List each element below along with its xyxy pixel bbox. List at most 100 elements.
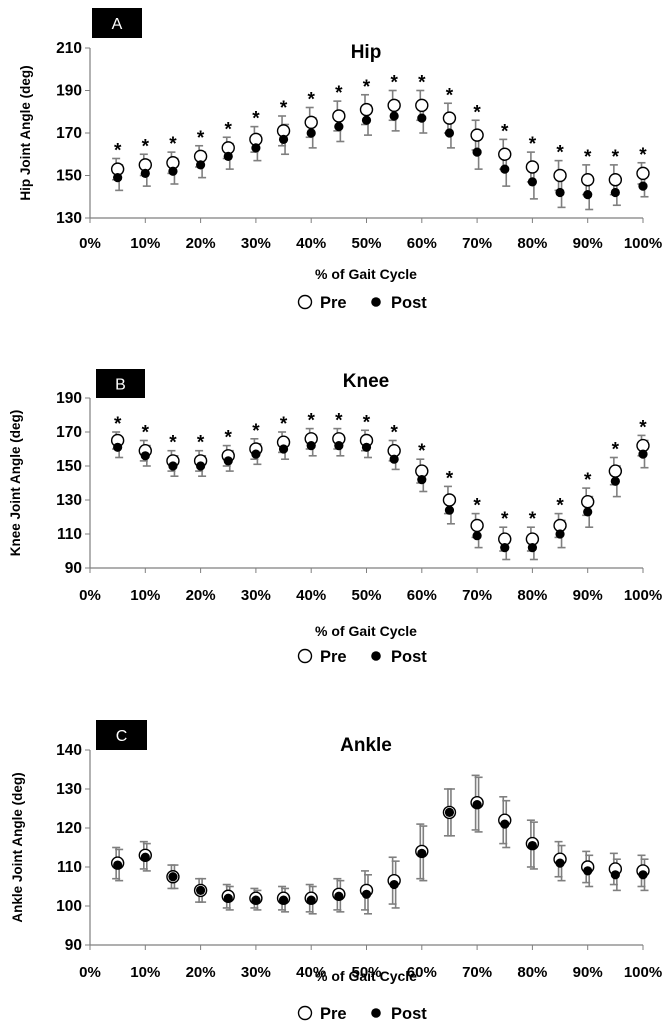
post-point xyxy=(140,852,150,862)
y-tick-label: 210 xyxy=(56,40,82,57)
post-point xyxy=(444,505,455,515)
pre-point xyxy=(498,147,512,161)
pre-point xyxy=(525,160,540,174)
y-tick-label: 150 xyxy=(56,458,82,475)
significance-star: * xyxy=(390,423,398,444)
legend-pre-marker xyxy=(297,648,313,664)
post-point xyxy=(196,885,206,896)
significance-star: * xyxy=(335,83,343,104)
post-point xyxy=(251,143,261,153)
y-tick-label: 170 xyxy=(56,125,82,142)
x-tick-label: 20% xyxy=(186,964,216,981)
panel-label: A xyxy=(112,16,123,33)
panel-label-box xyxy=(96,720,147,750)
significance-star: * xyxy=(418,73,426,94)
x-axis-label: % of Gait Cycle xyxy=(315,623,417,639)
y-axis-label: Knee Joint Angle (deg) xyxy=(8,410,23,557)
x-tick-label: 10% xyxy=(130,235,160,252)
post-point xyxy=(555,529,565,539)
post-point xyxy=(417,113,427,123)
y-tick-label: 130 xyxy=(56,781,82,798)
post-point xyxy=(389,879,399,890)
y-tick-label: 100 xyxy=(56,898,82,915)
post-point xyxy=(638,870,648,880)
post-point xyxy=(472,531,482,541)
significance-star: * xyxy=(639,145,647,166)
post-point xyxy=(113,442,123,452)
chart-title: Hip xyxy=(351,42,382,63)
significance-star: * xyxy=(114,141,122,162)
x-tick-label: 80% xyxy=(517,964,547,981)
post-point xyxy=(361,442,372,452)
y-tick-label: 120 xyxy=(56,820,82,837)
chart-title: Knee xyxy=(343,371,389,392)
x-tick-label: 20% xyxy=(186,587,216,604)
post-point xyxy=(500,543,510,553)
post-point xyxy=(527,543,538,553)
pre-point xyxy=(608,464,623,478)
post-point xyxy=(500,164,510,174)
x-tick-label: 80% xyxy=(517,235,547,252)
significance-star: * xyxy=(225,119,233,140)
post-point xyxy=(361,115,372,125)
significance-star: * xyxy=(584,147,592,168)
panel-label: C xyxy=(116,728,128,745)
pre-point xyxy=(636,166,650,181)
x-tick-label: 20% xyxy=(186,235,216,252)
significance-star: * xyxy=(280,98,288,119)
post-point xyxy=(417,848,427,858)
y-tick-label: 130 xyxy=(56,492,82,509)
x-tick-label: 0% xyxy=(79,587,101,604)
y-tick-label: 130 xyxy=(56,210,82,227)
post-point xyxy=(196,160,206,170)
post-point xyxy=(527,840,538,851)
pre-point xyxy=(387,98,401,113)
significance-star: * xyxy=(529,509,537,530)
post-point xyxy=(389,111,399,121)
panel-label-box xyxy=(96,369,145,398)
significance-star: * xyxy=(556,143,564,164)
chart-title: Ankle xyxy=(340,735,392,756)
post-point xyxy=(334,891,344,901)
significance-star: * xyxy=(225,428,233,449)
y-tick-label: 190 xyxy=(56,390,82,407)
significance-star: * xyxy=(169,433,177,454)
significance-star: * xyxy=(612,147,620,168)
legend-post-marker xyxy=(371,297,381,307)
post-point xyxy=(610,187,620,198)
x-tick-label: 0% xyxy=(79,235,101,252)
post-point xyxy=(140,451,150,461)
significance-star: * xyxy=(114,414,122,435)
legend-post-label: Post xyxy=(391,648,427,666)
post-point xyxy=(361,889,372,899)
legend-pre-marker xyxy=(297,1005,313,1021)
pre-point xyxy=(608,173,623,187)
post-point xyxy=(555,187,565,198)
y-tick-label: 190 xyxy=(56,83,82,100)
x-tick-label: 70% xyxy=(462,587,492,604)
y-tick-label: 150 xyxy=(56,168,82,185)
post-point xyxy=(583,190,593,200)
pre-point xyxy=(304,115,318,130)
post-point xyxy=(334,122,344,132)
post-point xyxy=(638,449,648,459)
post-point xyxy=(278,895,289,905)
post-point xyxy=(583,507,593,517)
significance-star: * xyxy=(307,90,315,111)
x-tick-label: 90% xyxy=(573,587,603,604)
post-point xyxy=(306,128,316,138)
post-point xyxy=(251,895,261,905)
legend-pre-label: Pre xyxy=(320,294,347,312)
post-point xyxy=(223,151,233,161)
post-point xyxy=(638,181,648,191)
x-tick-label: 70% xyxy=(462,235,492,252)
post-point xyxy=(113,860,123,870)
post-point xyxy=(555,858,565,868)
significance-star: * xyxy=(501,509,509,530)
significance-star: * xyxy=(335,411,343,432)
post-point xyxy=(113,173,123,183)
post-point xyxy=(472,147,482,157)
post-point xyxy=(583,866,593,876)
post-point xyxy=(168,166,178,176)
post-point xyxy=(196,461,206,471)
